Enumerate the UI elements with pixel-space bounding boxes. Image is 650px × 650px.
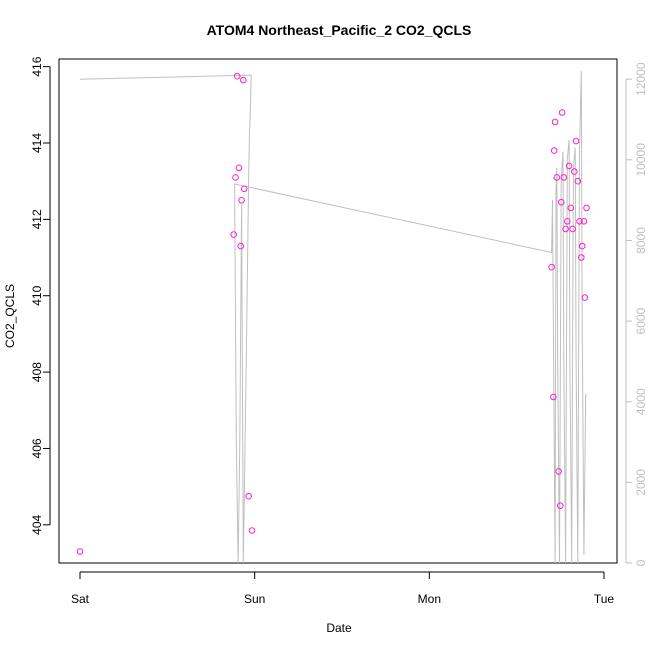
data-point	[551, 118, 559, 126]
y-tick-label: 410	[30, 285, 44, 305]
data-point	[240, 185, 248, 193]
data-point	[550, 393, 557, 401]
chart-title: ATOM4 Northeast_Pacific_2 CO2_QCLS	[207, 22, 472, 38]
data-point	[230, 231, 237, 238]
data-point	[232, 174, 239, 181]
y2-tick-label: 12000	[634, 62, 648, 96]
data-point	[562, 225, 569, 233]
y2-tick-label: 6000	[634, 307, 648, 334]
data-point	[235, 164, 243, 172]
data-point	[574, 177, 582, 185]
data-point	[558, 109, 566, 116]
y-tick-label: 414	[30, 133, 44, 153]
x-tick-label: Sun	[244, 592, 265, 606]
y2-tick-label: 8000	[634, 227, 648, 254]
data-point	[581, 294, 589, 301]
data-point	[583, 204, 590, 212]
y-tick-label: 404	[30, 514, 44, 534]
data-point	[560, 174, 568, 181]
data-point	[557, 198, 565, 206]
data-point	[240, 76, 247, 84]
data-point	[553, 174, 561, 181]
x-axis-label: Date	[326, 621, 352, 635]
data-point	[76, 548, 84, 555]
data-point	[565, 162, 573, 170]
data-point	[578, 254, 585, 261]
data-point	[237, 242, 244, 250]
data-point	[572, 137, 580, 145]
data-point	[557, 502, 564, 510]
y-axis-label: CO2_QCLS	[3, 284, 17, 348]
x-tick-label: Tue	[594, 592, 615, 606]
y-tick-label: 406	[30, 438, 44, 458]
x-tick-label: Sat	[71, 592, 90, 606]
y2-tick-label: 2000	[634, 469, 648, 496]
data-point	[576, 218, 583, 225]
data-point	[245, 492, 252, 500]
data-point	[238, 197, 245, 204]
flight-altitude-line	[79, 71, 587, 564]
data-point	[248, 527, 256, 534]
data-point	[550, 147, 558, 154]
data-layer	[76, 71, 590, 564]
axis-layer: Sat Sun Mon Tue 404 406 408 410 412 414 416 0 2000 40…	[30, 56, 648, 606]
data-point	[555, 468, 562, 475]
data-point	[571, 168, 578, 175]
data-point	[567, 204, 575, 212]
data-point	[578, 242, 586, 250]
x-tick-label: Mon	[418, 592, 441, 606]
data-point	[580, 218, 588, 225]
y-tick-label: 408	[30, 362, 44, 382]
plot-frame	[58, 58, 618, 564]
data-point	[233, 72, 241, 80]
data-point	[569, 225, 576, 233]
data-point	[564, 218, 571, 225]
y2-tick-label: 4000	[634, 388, 648, 415]
y-tick-label: 416	[30, 56, 44, 76]
y2-tick-label: 0	[634, 559, 648, 566]
data-point	[548, 263, 555, 271]
y2-tick-label: 10000	[634, 143, 648, 177]
y-tick-label: 412	[30, 209, 44, 229]
